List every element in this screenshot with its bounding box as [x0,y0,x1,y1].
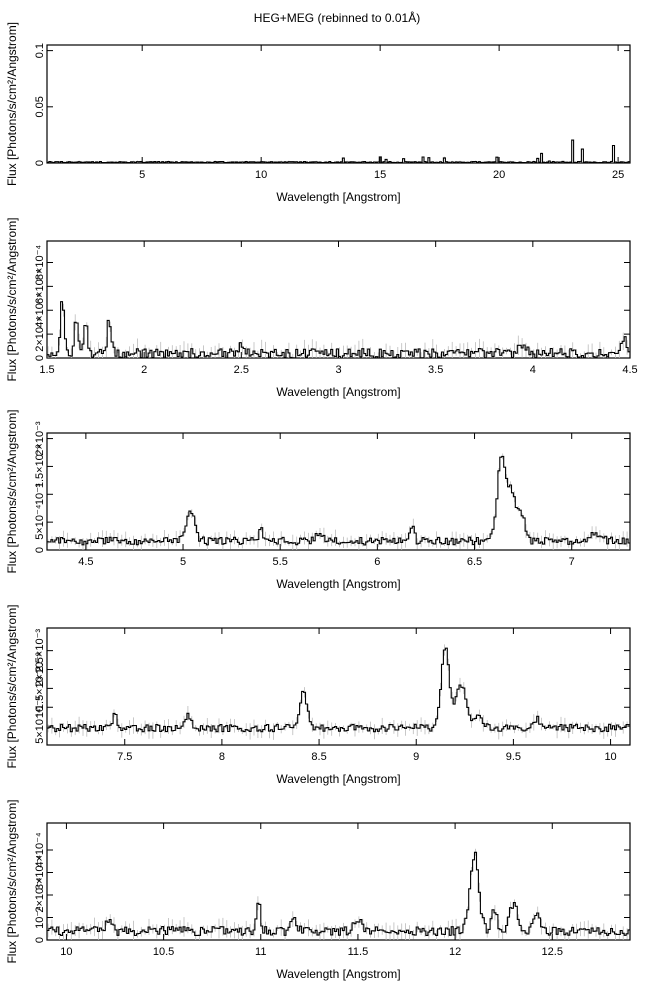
y-tick-label: 0 [34,355,46,361]
x-tick-label: 1.5 [39,364,54,376]
x-tick-label: 2.5 [234,364,249,376]
x-tick-label: 7 [569,556,575,568]
y-tick-label: 0.1 [34,43,46,58]
x-tick-label: 11.5 [348,946,369,958]
x-tick-label: 15 [374,169,386,181]
spectrum-line [47,139,630,164]
spectrum-line [47,647,630,733]
x-tick-label: 12.5 [542,946,563,958]
plot-frame [46,627,631,746]
x-tick-label: 4.5 [78,556,93,568]
panel-4: 7.5 8 8.5 9 9.5 10 Wavelength [Angstrom] 5×10⁻⁴… [5,604,631,786]
plot-frame [46,44,631,164]
x-axis-label: Wavelength [Angstrom] [276,190,400,204]
x-tick-label: 6.5 [467,556,482,568]
y-tick-label: 10⁻³ [34,696,46,718]
y-tick-label: 2×10⁻³ [34,421,46,456]
x-tick-label: 9 [413,751,419,763]
y-tick-label: 4×10⁻⁴ [34,832,46,868]
x-tick-label: 4.5 [622,364,637,376]
spectrum-line [47,851,630,937]
x-tick-label: 12 [449,946,461,958]
y-axis-label: Flux [Photons/s/cm²/Angstrom] [5,409,19,573]
y-tick-label: 10⁻³ [34,483,46,505]
x-tick-label: 2 [141,364,147,376]
x-tick-label: 5.5 [273,556,288,568]
x-tick-label: 11 [255,946,266,958]
y-tick-label: 0 [34,160,46,166]
x-axis-label: Wavelength [Angstrom] [276,577,400,591]
y-tick-label: 3×10⁻⁴ [34,855,46,891]
y-tick-label: 0 [34,937,46,943]
error-bars [47,303,628,358]
x-tick-label: 20 [493,169,505,181]
plot-frame [46,240,631,359]
x-tick-label: 10.5 [153,946,174,958]
x-tick-label: 6 [374,556,380,568]
x-tick-label: 5 [180,556,186,568]
spectrum-line [47,301,630,359]
y-tick-label: 2.5×10⁻³ [34,629,46,673]
y-tick-label: 5×10⁻⁴ [34,708,46,744]
x-tick-label: 8 [219,751,225,763]
x-tick-label: 5 [139,169,145,181]
x-tick-label: 8.5 [311,751,326,763]
x-tick-label: 10 [604,751,616,763]
y-tick-label: 1.5×10⁻³ [34,666,46,710]
panel-2: 1.5 2 2.5 3 3.5 4 4.5 Wavelength [Angstrom] 0 2×1… [5,217,638,399]
error-bars [47,453,628,550]
y-tick-label: 0.05 [34,96,46,117]
y-tick-label: 6×10⁻⁴ [34,268,46,304]
plot-frame [46,822,631,941]
x-tick-label: 10 [60,946,72,958]
y-axis-label: Flux [Photons/s/cm²/Angstrom] [5,604,19,768]
x-tick-label: 7.5 [117,751,132,763]
x-axis-label: Wavelength [Angstrom] [276,967,400,981]
y-axis-label: Flux [Photons/s/cm²/Angstrom] [5,799,19,963]
x-tick-label: 25 [612,169,624,181]
panel-1: 5 10 15 20 25 Wavelength [Angstrom] 0 0.05 0.1 Fl… [5,22,631,204]
y-tick-label: 2×10⁻⁴ [34,877,46,913]
x-tick-label: 9.5 [506,751,521,763]
x-axis-label: Wavelength [Angstrom] [276,772,400,786]
y-tick-label: 1.5×10⁻³ [34,444,46,488]
y-tick-label: 2×10⁻⁴ [34,316,46,352]
x-tick-label: 4 [530,364,536,376]
y-tick-label: 2×10⁻³ [34,652,46,687]
figure-title: HEG+MEG (rebinned to 0.01Å) [254,10,420,25]
y-tick-label: 8×10⁻⁴ [34,245,46,281]
plot-frame [46,432,631,551]
x-axis-label: Wavelength [Angstrom] [276,385,400,399]
y-tick-label: 4×10⁻⁴ [34,292,46,328]
y-tick-label: 0 [34,547,46,553]
x-tick-label: 3.5 [428,364,443,376]
y-axis-label: Flux [Photons/s/cm²/Angstrom] [5,217,19,381]
y-tick-label: 10⁻⁴ [34,906,46,929]
x-tick-label: 10 [255,169,267,181]
y-axis-label: Flux [Photons/s/cm²/Angstrom] [5,22,19,186]
panel-3: 4.5 5 5.5 6 6.5 7 Wavelength [Angstrom] 0 5×10⁻⁴… [5,409,631,591]
y-tick-label: 5×10⁻⁴ [34,504,46,540]
x-tick-label: 3 [335,364,341,376]
panel-5: 10 10.5 11 11.5 12 12.5 Wavelength [Angstrom] 0… [5,799,631,981]
spectrum-line [47,455,630,546]
